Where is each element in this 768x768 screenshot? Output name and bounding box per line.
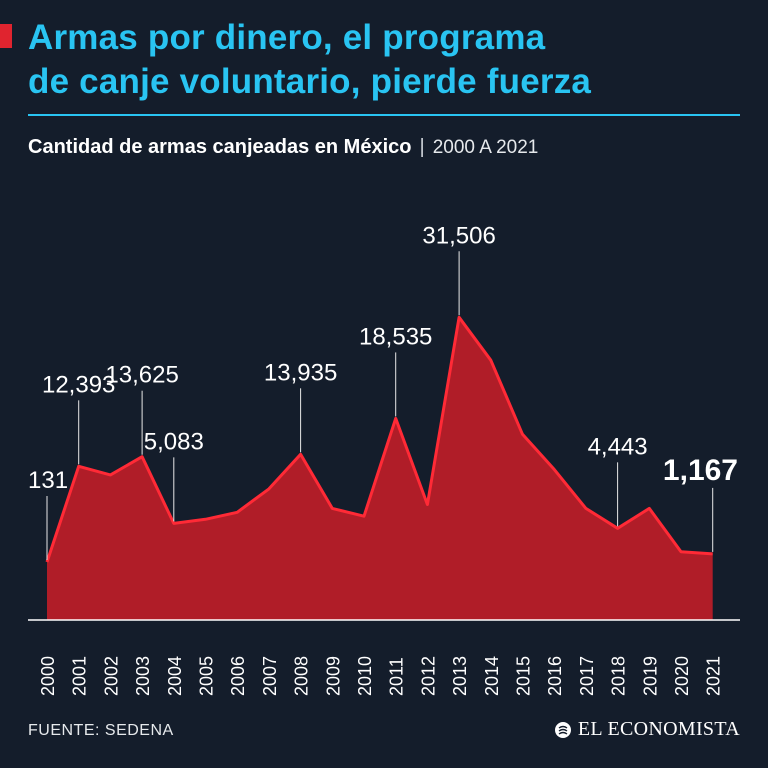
x-tick-label: 2003: [133, 656, 153, 696]
x-tick-label: 2019: [640, 656, 660, 696]
data-label: 4,443: [588, 433, 648, 460]
source-note: FUENTE: SEDENA: [28, 722, 174, 739]
x-tick-label: 2016: [545, 656, 565, 696]
subtitle-range: 2000 A 2021: [432, 137, 539, 158]
brand-logo: EL ECONOMISTA: [554, 718, 740, 741]
subtitle-main: Cantidad de armas canjeadas en México: [28, 136, 412, 158]
brand-icon: [554, 721, 571, 738]
data-label: 13,625: [105, 362, 178, 389]
x-tick-label: 2008: [292, 656, 312, 696]
chart-title: Armas por dinero, el programa de canje v…: [28, 16, 591, 104]
x-tick-label: 2014: [482, 656, 502, 696]
data-label: 13,935: [264, 359, 337, 386]
x-tick-label: 2009: [323, 656, 343, 696]
data-label: 5,083: [144, 428, 204, 455]
x-tick-label: 2013: [450, 656, 470, 696]
x-tick-label: 2001: [70, 656, 90, 696]
subtitle-separator: |: [419, 136, 425, 158]
x-tick-label: 2000: [38, 656, 58, 696]
data-label: 18,535: [359, 323, 432, 350]
x-tick-label: 2004: [165, 656, 185, 696]
x-tick-label: 2011: [387, 657, 407, 696]
title-accent-mark: [0, 24, 12, 48]
x-tick-label: 2012: [418, 656, 438, 696]
x-tick-label: 2005: [197, 656, 217, 696]
x-tick-label: 2007: [260, 656, 280, 696]
x-tick-label: 2017: [577, 656, 597, 696]
series-line: [45, 315, 713, 563]
x-tick-label: 2015: [514, 656, 534, 696]
chart-subtitle: Cantidad de armas canjeadas en México | 20…: [28, 136, 538, 159]
x-tick-label: 2018: [609, 656, 629, 696]
data-label: 1,167: [663, 454, 738, 487]
x-tick-label: 2010: [355, 656, 375, 696]
title-divider: [28, 114, 740, 116]
brand-name: EL ECONOMISTA: [577, 718, 740, 740]
data-label: 31,506: [422, 222, 495, 249]
data-label: 12,393: [42, 371, 115, 398]
title-line-2: de canje voluntario, pierde fuerza: [28, 62, 592, 101]
x-tick-label: 2006: [228, 656, 248, 696]
data-label: 131: [28, 467, 68, 494]
x-tick-label: 2020: [672, 656, 692, 696]
x-tick-label: 2002: [101, 656, 121, 696]
x-tick-label: 2021: [704, 656, 724, 696]
title-line-1: Armas por dinero, el programa: [28, 18, 546, 57]
